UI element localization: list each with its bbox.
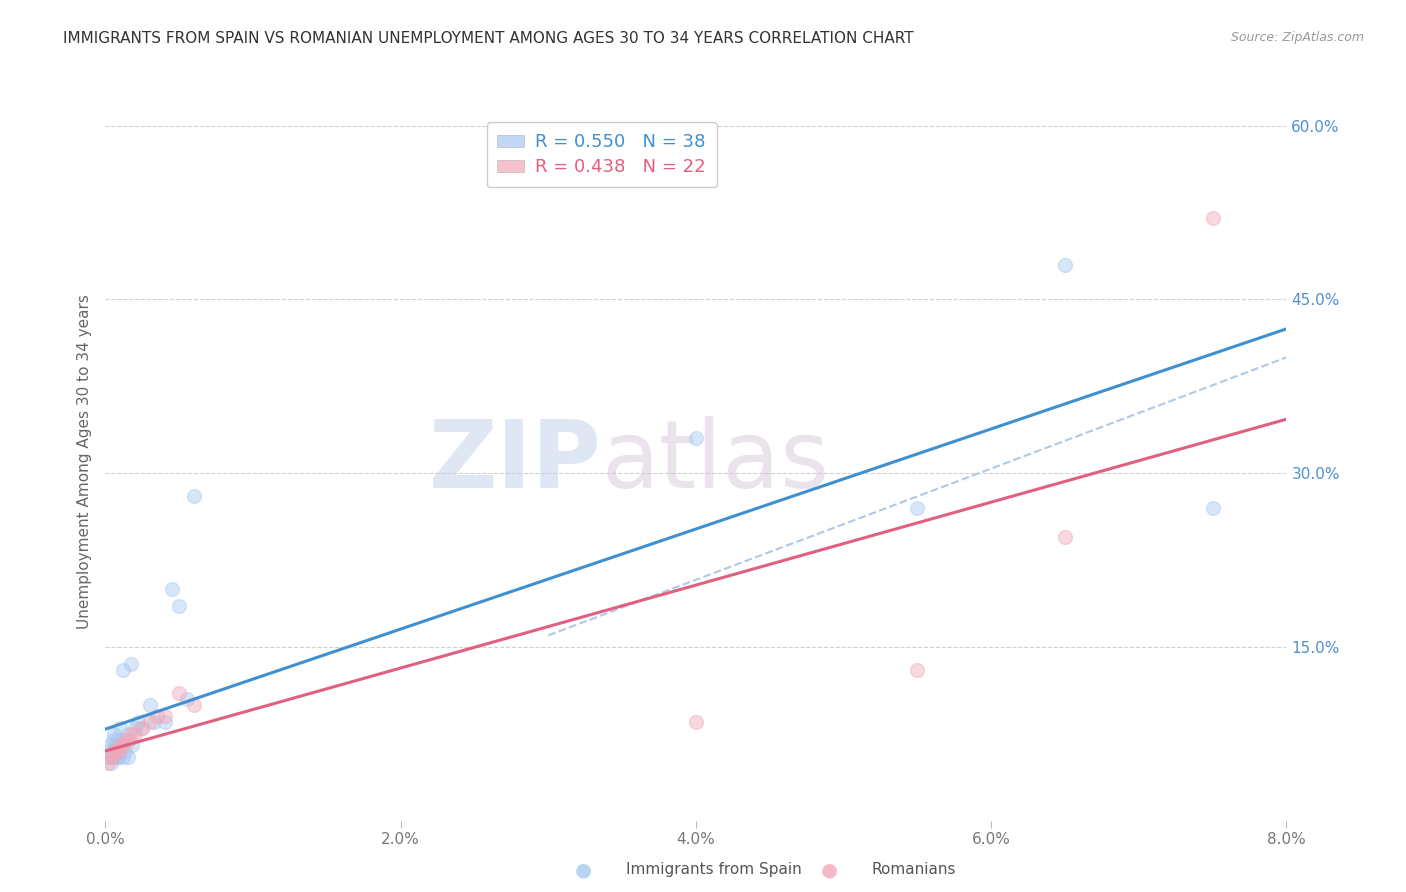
Point (104, 739, 127, 753)
Point (121, 727, 143, 741)
Point (107, 739, 129, 753)
Text: ZIP: ZIP (429, 416, 602, 508)
Point (112, 663, 135, 677)
Point (153, 709, 176, 723)
Point (160, 582, 183, 596)
Point (112, 750, 135, 764)
Point (98, 744, 121, 758)
Point (112, 739, 135, 753)
Text: IMMIGRANTS FROM SPAIN VS ROMANIAN UNEMPLOYMENT AMONG AGES 30 TO 34 YEARS CORRELA: IMMIGRANTS FROM SPAIN VS ROMANIAN UNEMPL… (63, 31, 914, 46)
Point (183, 489, 205, 503)
Text: ●: ● (575, 860, 592, 880)
Point (685, 715, 707, 730)
Point (107, 750, 129, 764)
Point (124, 727, 146, 741)
Point (1054, 258, 1077, 272)
Point (146, 709, 169, 723)
Point (105, 732, 128, 747)
Point (103, 727, 125, 741)
Point (105, 750, 128, 764)
Point (110, 739, 132, 753)
Point (110, 732, 132, 747)
Point (121, 739, 143, 753)
Point (100, 756, 122, 770)
Point (117, 750, 139, 764)
Point (110, 721, 132, 735)
Point (101, 750, 124, 764)
Text: Source: ZipAtlas.com: Source: ZipAtlas.com (1230, 31, 1364, 45)
Point (685, 432, 707, 446)
Point (138, 715, 162, 730)
Point (1201, 500, 1223, 515)
Point (1054, 530, 1077, 544)
Point (104, 744, 127, 758)
Point (110, 744, 132, 758)
Point (97, 756, 120, 770)
Point (907, 500, 929, 515)
Text: Romanians: Romanians (872, 863, 956, 877)
Point (169, 686, 191, 700)
Point (138, 698, 162, 712)
Point (127, 715, 149, 730)
Point (100, 739, 122, 753)
Point (153, 715, 176, 730)
Point (176, 692, 198, 706)
Point (103, 744, 125, 758)
Point (114, 744, 136, 758)
Point (97, 750, 120, 764)
Point (118, 732, 141, 747)
Point (169, 599, 191, 614)
Point (120, 657, 142, 672)
Point (183, 698, 205, 712)
Point (103, 744, 125, 758)
Point (143, 715, 166, 730)
Text: ●: ● (821, 860, 838, 880)
Point (101, 750, 124, 764)
Y-axis label: Unemployment Among Ages 30 to 34 years: Unemployment Among Ages 30 to 34 years (76, 294, 91, 629)
Point (124, 721, 146, 735)
Text: Immigrants from Spain: Immigrants from Spain (626, 863, 801, 877)
Point (1201, 211, 1223, 226)
Point (117, 727, 139, 741)
Legend: R = 0.550   N = 38, R = 0.438   N = 22: R = 0.550 N = 38, R = 0.438 N = 22 (486, 122, 717, 187)
Point (131, 721, 153, 735)
Point (907, 663, 929, 677)
Point (107, 744, 129, 758)
Point (104, 750, 127, 764)
Point (115, 732, 138, 747)
Point (101, 732, 124, 747)
Text: atlas: atlas (602, 416, 830, 508)
Point (100, 750, 122, 764)
Point (131, 721, 153, 735)
